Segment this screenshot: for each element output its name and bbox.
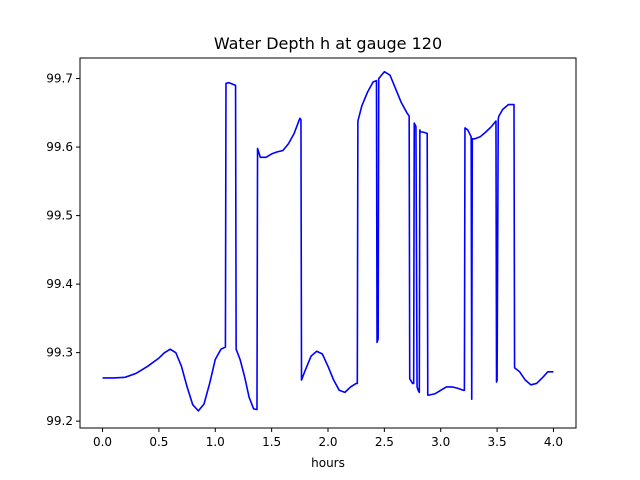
y-tick-label: 99.2 [46, 414, 73, 428]
x-tick-label: 3.5 [488, 435, 507, 449]
series-layer [102, 70, 554, 412]
x-tick-label: 3.0 [431, 435, 450, 449]
y-tick-label: 99.5 [46, 209, 73, 223]
x-tick-label: 1.0 [206, 435, 225, 449]
x-tick-label: 2.0 [318, 435, 337, 449]
x-axis: 0.0 0.5 1.0 1.5 2.0 2.5 3.0 3.5 4.0 [93, 428, 563, 449]
x-tick-label: 0.5 [149, 435, 168, 449]
y-tick-label: 99.4 [46, 277, 73, 291]
y-tick-label: 99.6 [46, 140, 73, 154]
x-tick-label: 4.0 [544, 435, 563, 449]
plot-area [80, 58, 576, 428]
x-axis-label: hours [311, 456, 345, 470]
y-tick-label: 99.3 [46, 346, 73, 360]
y-tick-label: 99.7 [46, 72, 73, 86]
series-line-0 [102, 70, 554, 412]
y-axis: 99.2 99.3 99.4 99.5 99.6 99.7 [46, 72, 80, 428]
chart-title: Water Depth h at gauge 120 [214, 34, 442, 53]
x-tick-label: 1.5 [262, 435, 281, 449]
x-tick-label: 0.0 [93, 435, 112, 449]
x-tick-label: 2.5 [375, 435, 394, 449]
